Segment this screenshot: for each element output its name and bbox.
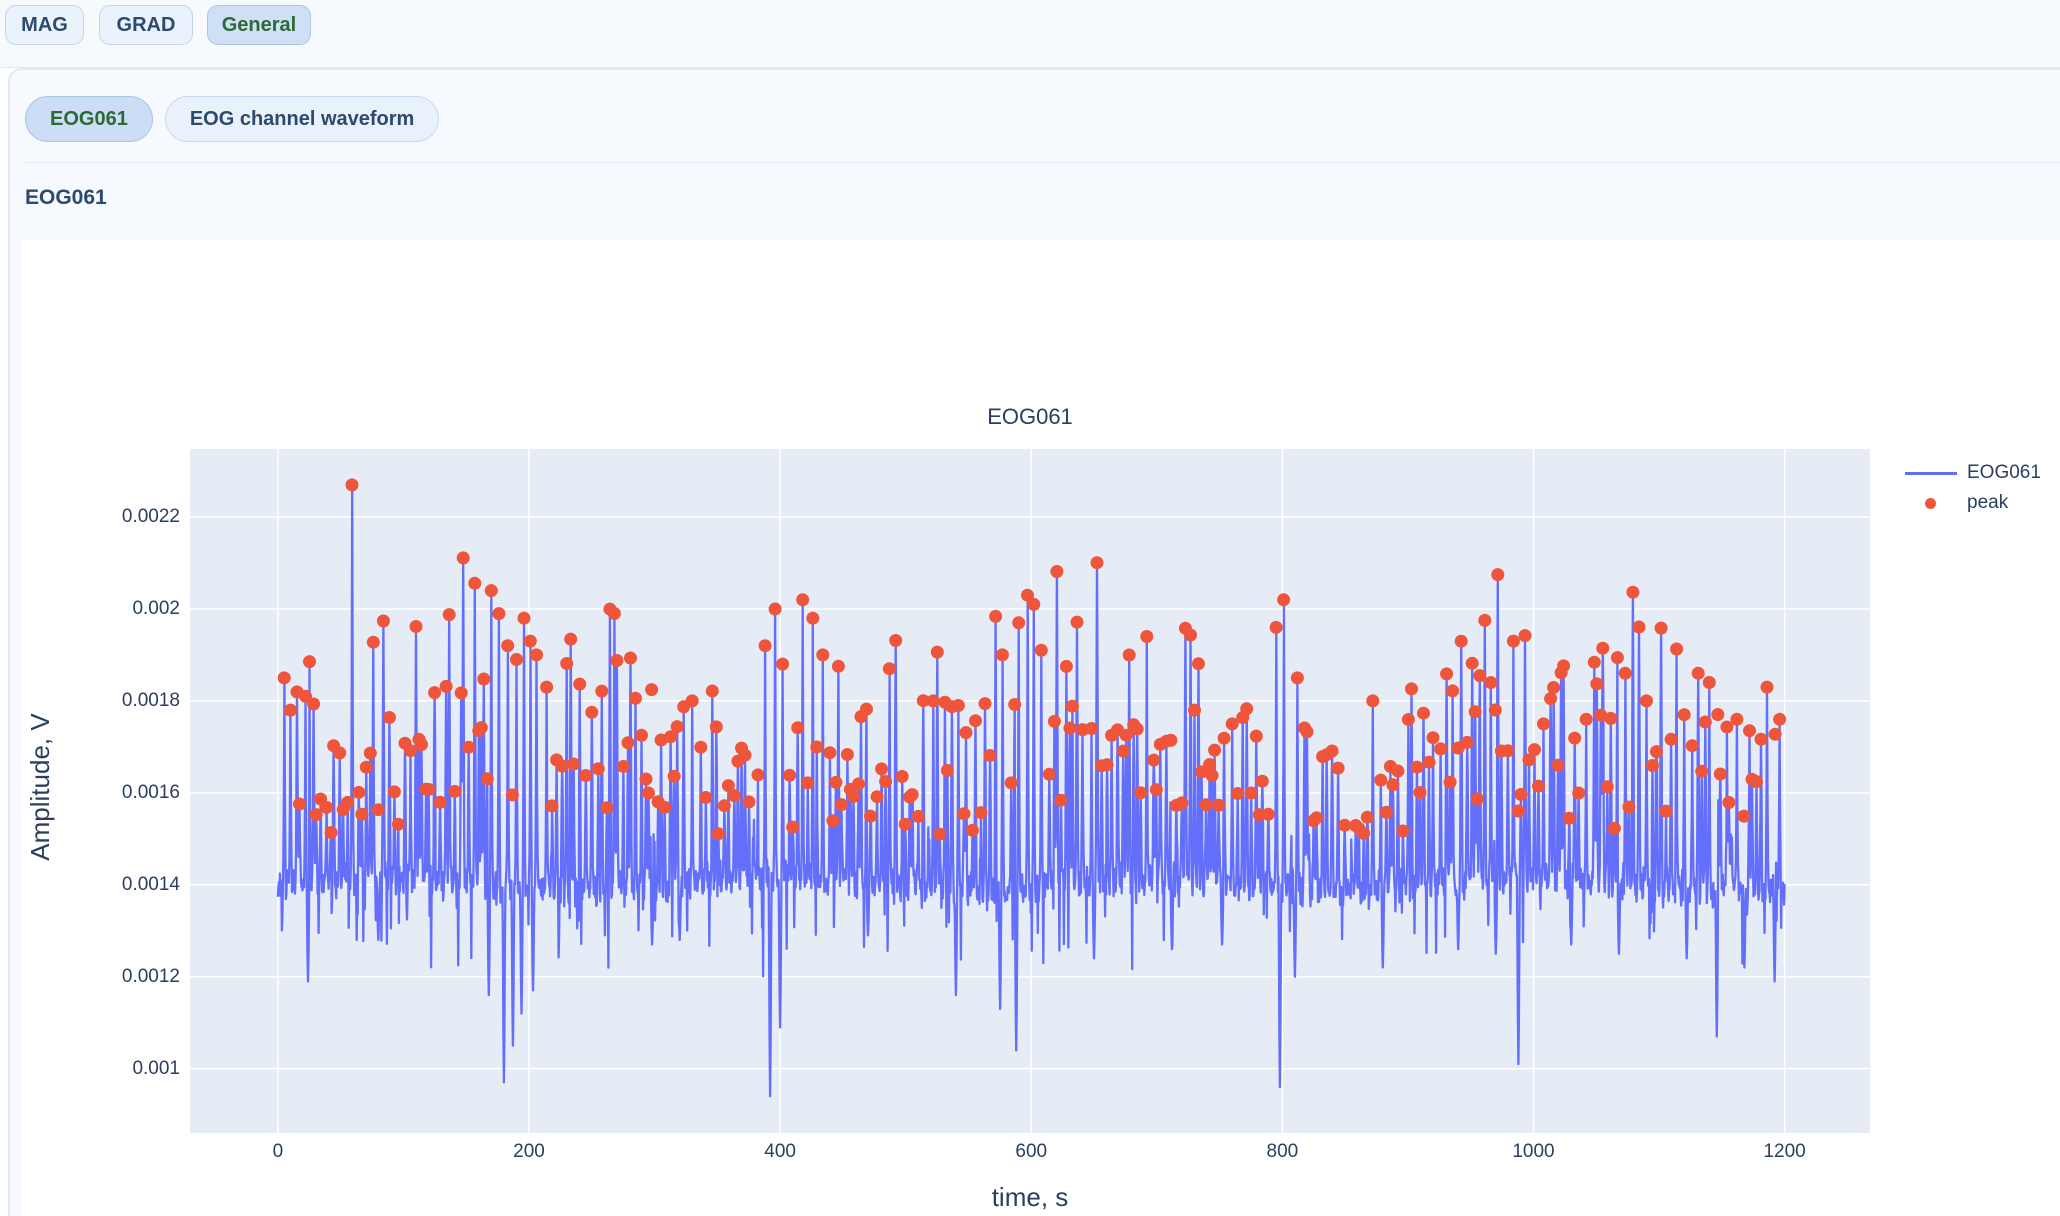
section-heading: EOG061 (25, 186, 107, 209)
tab-grad[interactable]: GRAD (99, 5, 193, 45)
legend: EOG061 peak (1905, 458, 2041, 518)
legend-item-peak[interactable]: peak (1905, 488, 2041, 518)
line-swatch-icon (1905, 471, 1957, 475)
section-pill-row: EOG061 EOG channel waveform (25, 96, 440, 142)
y-axis-title: Amplitude, V (25, 713, 55, 861)
legend-label: EOG061 (1967, 462, 2041, 483)
divider (24, 162, 2060, 163)
eog-waveform-line (276, 483, 1786, 1098)
peak-markers (277, 478, 1787, 841)
legend-item-eog061[interactable]: EOG061 (1905, 458, 2041, 488)
topbar: MAG GRAD General (0, 0, 2060, 68)
pill-eog-channel-waveform[interactable]: EOG channel waveform (164, 96, 440, 142)
tab-mag[interactable]: MAG (5, 5, 84, 45)
x-axis-title: time, s (991, 1182, 1069, 1212)
tab-general[interactable]: General (207, 5, 311, 45)
pill-eog061[interactable]: EOG061 (25, 96, 153, 142)
chart-title: EOG061 (987, 404, 1073, 429)
legend-label: peak (1967, 492, 2009, 513)
peak-dot-icon (1925, 497, 1936, 509)
